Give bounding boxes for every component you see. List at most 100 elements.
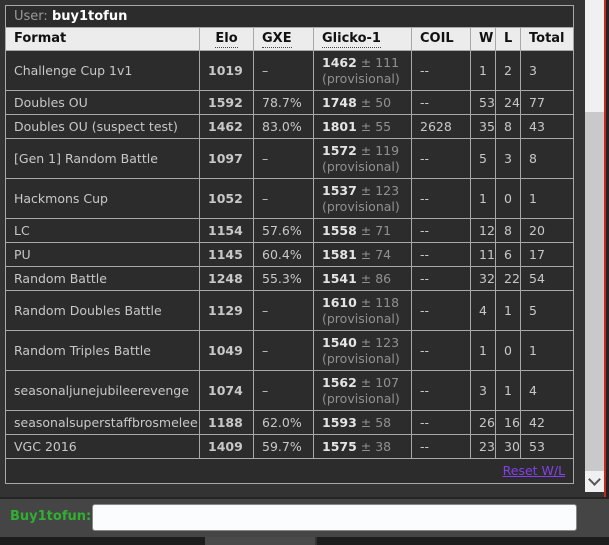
wins-cell: 11 [470, 242, 496, 267]
ladder-table: User: buy1tofun Format Elo GXE Glicko-1 COIL… [4, 5, 575, 484]
format-cell: [Gen 1] Random Battle [5, 138, 200, 179]
column-header-gxe: GXE [253, 27, 314, 51]
total-cell: 8 [519, 138, 575, 179]
coil-cell: -- [411, 410, 471, 435]
gxe-cell: 62.0% [253, 410, 314, 435]
ladder-row: [Gen 1] Random Battle 1097–1572 ± 119 (pr… [5, 138, 575, 179]
glicko-rating: 1562 [322, 374, 357, 390]
glicko-cell: 1562 ± 107 (provisional) [313, 370, 412, 411]
glicko-provisional-label: (provisional) [322, 350, 400, 366]
ladder-row: Random Triples Battle 1049–1540 ± 123 (pr… [5, 330, 575, 371]
gxe-cell: 59.7% [253, 434, 314, 459]
format-cell: Challenge Cup 1v1 [5, 50, 200, 91]
wins-cell: 23 [470, 434, 496, 459]
coil-cell: -- [411, 330, 471, 371]
elo-cell: 1154 [199, 218, 254, 243]
total-cell: 54 [519, 266, 575, 291]
glicko-deviation: ± 71 [360, 222, 392, 238]
column-header-label: Elo [215, 31, 238, 48]
total-cell: 42 [519, 410, 575, 435]
format-cell: Doubles OU [5, 90, 200, 115]
glicko-cell: 1462 ± 111 (provisional) [313, 50, 412, 91]
glicko-rating: 1581 [322, 246, 357, 262]
glicko-rating: 1748 [322, 94, 357, 110]
scrollbar-down-button[interactable] [585, 471, 604, 492]
reset-wl-link[interactable]: Reset W/L [502, 463, 566, 478]
wins-cell: 35 [470, 114, 496, 139]
wins-cell: 5 [470, 138, 496, 179]
coil-cell: -- [411, 434, 471, 459]
scrollbar[interactable] [585, 0, 604, 492]
glicko-deviation: ± 119 [360, 142, 400, 158]
column-header-total: Total [519, 27, 575, 51]
format-cell: Random Doubles Battle [5, 290, 200, 331]
total-cell: 17 [519, 242, 575, 267]
total-cell: 43 [519, 114, 575, 139]
window-edge-red-line [604, 0, 606, 545]
gxe-cell: 78.7% [253, 90, 314, 115]
ladder-row: PU 1145 60.4% 1581 ± 74 -- 11 6 17 [5, 242, 575, 267]
gxe-cell: 60.4% [253, 242, 314, 267]
glicko-cell: 1540 ± 123 (provisional) [313, 330, 412, 371]
user-bar: User: buy1tofun [4, 5, 575, 28]
losses-cell: 1 [495, 370, 521, 411]
column-header-label: Glicko-1 [322, 31, 381, 48]
glicko-deviation: ± 123 [360, 334, 400, 350]
glicko-cell: 1575 ± 38 [313, 434, 412, 459]
glicko-provisional-label: (provisional) [322, 198, 400, 214]
chevron-down-icon [588, 473, 601, 486]
gxe-cell: – [253, 370, 314, 411]
glicko-rating: 1558 [322, 222, 357, 238]
column-header-l: L [495, 27, 521, 51]
total-cell: 20 [519, 218, 575, 243]
elo-cell: 1462 [199, 114, 254, 139]
losses-cell: 30 [495, 434, 521, 459]
total-cell: 53 [519, 434, 575, 459]
chat-username-label: Buy1tofun: [10, 509, 92, 524]
column-header-w: W [470, 27, 496, 51]
scrollbar-thumb[interactable] [585, 112, 604, 471]
reset-cell: Reset W/L [4, 458, 575, 484]
wins-cell: 26 [470, 410, 496, 435]
reset-row: Reset W/L [4, 458, 575, 484]
glicko-rating: 1610 [322, 294, 357, 310]
ladder-row: VGC 2016 1409 59.7% 1575 ± 38 -- 23 30 53 [5, 434, 575, 459]
gxe-cell: 57.6% [253, 218, 314, 243]
wins-cell: 53 [470, 90, 496, 115]
format-cell: Doubles OU (suspect test) [5, 114, 200, 139]
glicko-provisional-label: (provisional) [322, 310, 400, 326]
coil-cell: -- [411, 138, 471, 179]
elo-cell: 1049 [199, 330, 254, 371]
glicko-cell: 1572 ± 119 (provisional) [313, 138, 412, 179]
gxe-cell: – [253, 290, 314, 331]
glicko-deviation: ± 74 [360, 246, 392, 262]
format-cell: Random Triples Battle [5, 330, 200, 371]
ladder-row: seasonalsuperstaffbrosmelee 1188 62.0% 1593… [5, 410, 575, 435]
username: buy1tofun [51, 8, 128, 24]
format-cell: VGC 2016 [5, 434, 200, 459]
table-header-row: Format Elo GXE Glicko-1 COIL W L Total [5, 27, 575, 51]
losses-cell: 6 [495, 242, 521, 267]
glicko-cell: 1581 ± 74 [313, 242, 412, 267]
glicko-cell: 1593 ± 58 [313, 410, 412, 435]
elo-cell: 1145 [199, 242, 254, 267]
elo-cell: 1074 [199, 370, 254, 411]
user-bar-cell: User: buy1tofun [4, 5, 575, 28]
wins-cell: 1 [470, 50, 496, 91]
column-header-coil: COIL [411, 27, 471, 51]
chat-input[interactable] [92, 504, 577, 531]
background-element [205, 537, 317, 545]
glicko-deviation: ± 86 [360, 270, 392, 286]
glicko-provisional-label: (provisional) [322, 390, 400, 406]
losses-cell: 8 [495, 218, 521, 243]
glicko-rating: 1541 [322, 270, 357, 286]
coil-cell: -- [411, 242, 471, 267]
elo-cell: 1409 [199, 434, 254, 459]
glicko-rating: 1801 [322, 118, 357, 134]
glicko-cell: 1558 ± 71 [313, 218, 412, 243]
losses-cell: 16 [495, 410, 521, 435]
coil-cell: 2628 [411, 114, 471, 139]
glicko-deviation: ± 38 [360, 438, 392, 454]
elo-cell: 1188 [199, 410, 254, 435]
losses-cell: 0 [495, 330, 521, 371]
